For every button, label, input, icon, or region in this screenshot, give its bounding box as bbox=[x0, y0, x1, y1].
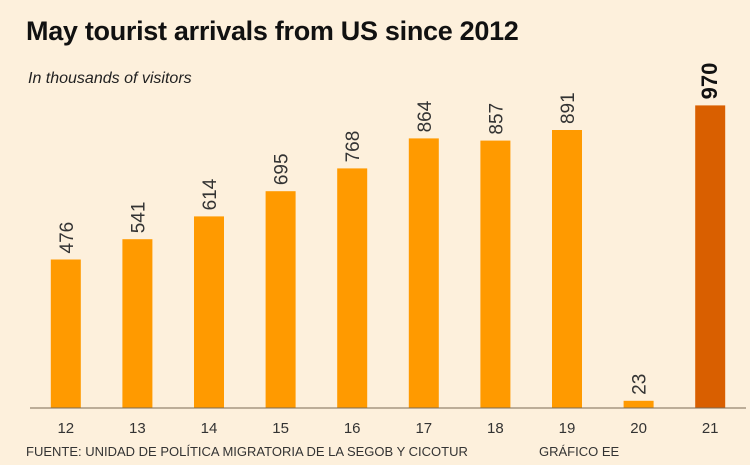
x-tick-label-15: 15 bbox=[272, 420, 289, 437]
value-label-18: 857 bbox=[486, 103, 507, 135]
value-label-14: 614 bbox=[200, 178, 221, 210]
chart-title: May tourist arrivals from US since 2012 bbox=[26, 16, 519, 46]
bar-13 bbox=[122, 239, 153, 408]
x-tick-label-14: 14 bbox=[201, 420, 218, 437]
value-label-13: 541 bbox=[128, 202, 149, 234]
graphic-credit: GRÁFICO EE bbox=[539, 444, 620, 459]
bar-18 bbox=[480, 140, 511, 408]
bar-20 bbox=[623, 400, 654, 408]
x-tick-label-12: 12 bbox=[57, 420, 74, 437]
bar-21 bbox=[695, 105, 726, 409]
bar-17 bbox=[408, 138, 439, 408]
x-tick-label-21: 21 bbox=[702, 420, 719, 437]
x-tick-label-17: 17 bbox=[415, 420, 432, 437]
value-label-16: 768 bbox=[343, 131, 364, 163]
x-tick-label-16: 16 bbox=[344, 420, 361, 437]
value-labels-layer: 476 541 614 695 768 864 857 891 23 970 bbox=[57, 63, 722, 395]
value-label-17: 864 bbox=[415, 100, 436, 132]
x-tick-labels-layer: 12 13 14 15 16 17 18 19 20 21 bbox=[57, 420, 718, 437]
value-label-12: 476 bbox=[57, 222, 78, 254]
x-tick-label-18: 18 bbox=[487, 420, 504, 437]
bar-16 bbox=[337, 168, 368, 408]
value-label-20: 23 bbox=[630, 374, 651, 395]
value-label-21: 970 bbox=[697, 63, 722, 100]
source-note: FUENTE: UNIDAD DE POLÍTICA MIGRATORIA DE… bbox=[26, 444, 468, 459]
bar-14 bbox=[194, 216, 224, 408]
bar-12 bbox=[50, 259, 81, 408]
chart-subtitle: In thousands of visitors bbox=[28, 70, 192, 87]
x-tick-label-19: 19 bbox=[559, 420, 576, 437]
bar-15 bbox=[265, 191, 296, 408]
bars-layer bbox=[50, 105, 726, 409]
value-label-19: 891 bbox=[558, 92, 579, 124]
x-tick-label-20: 20 bbox=[630, 420, 647, 437]
value-label-15: 695 bbox=[272, 153, 293, 185]
x-tick-label-13: 13 bbox=[129, 420, 146, 437]
bar-19 bbox=[552, 130, 582, 408]
